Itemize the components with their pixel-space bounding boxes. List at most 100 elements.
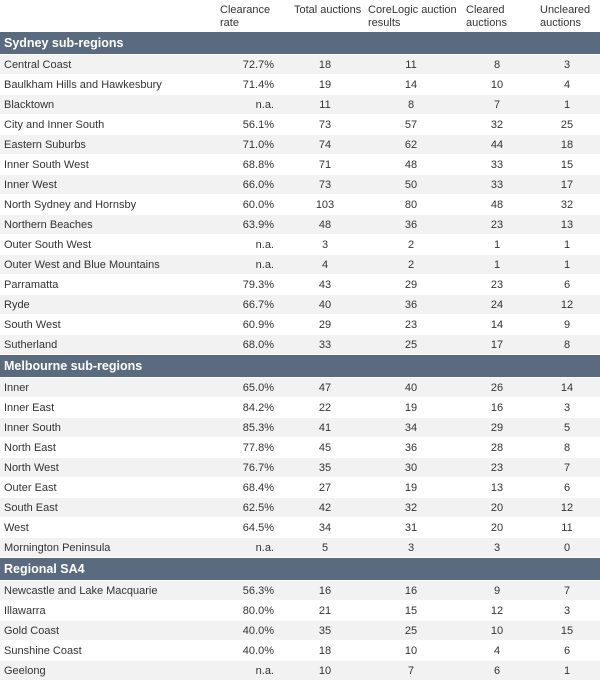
region-cell: North East <box>0 437 214 458</box>
uncleared-auctions-cell: 8 <box>534 437 600 458</box>
uncleared-auctions-cell: 14 <box>534 377 600 398</box>
cleared-auctions-cell: 9 <box>460 580 534 601</box>
region-cell: Illawarra <box>0 600 214 621</box>
uncleared-auctions-cell: 1 <box>534 94 600 115</box>
clearance-rate-cell: 60.9% <box>214 314 288 335</box>
table-row: West 64.5% 34 31 20 11 <box>0 517 600 538</box>
clearance-rate-cell: 71.0% <box>214 134 288 155</box>
corelogic-results-cell: 36 <box>362 437 460 458</box>
table-row: Outer East 68.4% 27 19 13 6 <box>0 477 600 498</box>
region-cell: Outer West and Blue Mountains <box>0 254 214 275</box>
region-cell: Inner East <box>0 397 214 418</box>
cleared-auctions-cell: 20 <box>460 517 534 538</box>
cleared-auctions-cell: 3 <box>460 537 534 558</box>
clearance-rate-cell: n.a. <box>214 254 288 275</box>
corelogic-results-cell: 15 <box>362 600 460 621</box>
clearance-rate-cell: 85.3% <box>214 417 288 438</box>
cleared-auctions-cell: 1 <box>460 254 534 275</box>
table-row: Inner 65.0% 47 40 26 14 <box>0 377 600 398</box>
corelogic-results-cell: 31 <box>362 517 460 538</box>
total-auctions-cell: 40 <box>288 294 362 315</box>
header-clearance-rate: Clearance rate <box>214 0 288 32</box>
region-cell: Ryde <box>0 294 214 315</box>
uncleared-auctions-cell: 32 <box>534 194 600 215</box>
corelogic-results-cell: 10 <box>362 640 460 661</box>
uncleared-auctions-cell: 3 <box>534 600 600 621</box>
corelogic-results-cell: 11 <box>362 54 460 75</box>
total-auctions-cell: 4 <box>288 254 362 275</box>
uncleared-auctions-cell: 12 <box>534 497 600 518</box>
uncleared-auctions-cell: 7 <box>534 457 600 478</box>
corelogic-results-cell: 25 <box>362 334 460 355</box>
table-row: Outer West and Blue Mountains n.a. 4 2 1 1 <box>0 254 600 275</box>
region-cell: Newcastle and Lake Macquarie <box>0 580 214 601</box>
clearance-rate-cell: 79.3% <box>214 274 288 295</box>
corelogic-results-cell: 19 <box>362 477 460 498</box>
cleared-auctions-cell: 24 <box>460 294 534 315</box>
region-cell: Outer East <box>0 477 214 498</box>
corelogic-results-cell: 36 <box>362 214 460 235</box>
table-row: Newcastle and Lake Macquarie 56.3% 16 16 9 7 <box>0 580 600 601</box>
corelogic-results-cell: 57 <box>362 114 460 135</box>
region-cell: North Sydney and Hornsby <box>0 194 214 215</box>
region-cell: Baulkham Hills and Hawkesbury <box>0 74 214 95</box>
table-row: South East 62.5% 42 32 20 12 <box>0 497 600 518</box>
table-row: South West 60.9% 29 23 14 9 <box>0 314 600 335</box>
table-row: Inner South West 68.8% 71 48 33 15 <box>0 154 600 175</box>
section-title: Melbourne sub-regions <box>0 354 600 378</box>
uncleared-auctions-cell: 5 <box>534 417 600 438</box>
clearance-rate-cell: 71.4% <box>214 74 288 95</box>
clearance-rate-cell: 56.1% <box>214 114 288 135</box>
total-auctions-cell: 48 <box>288 214 362 235</box>
uncleared-auctions-cell: 9 <box>534 314 600 335</box>
cleared-auctions-cell: 12 <box>460 600 534 621</box>
cleared-auctions-cell: 23 <box>460 214 534 235</box>
cleared-auctions-cell: 7 <box>460 94 534 115</box>
total-auctions-cell: 11 <box>288 94 362 115</box>
region-cell: Eastern Suburbs <box>0 134 214 155</box>
total-auctions-cell: 18 <box>288 54 362 75</box>
table-row: Blacktown n.a. 11 8 7 1 <box>0 94 600 115</box>
region-cell: Parramatta <box>0 274 214 295</box>
corelogic-results-cell: 80 <box>362 194 460 215</box>
uncleared-auctions-cell: 12 <box>534 294 600 315</box>
total-auctions-cell: 22 <box>288 397 362 418</box>
corelogic-results-cell: 32 <box>362 497 460 518</box>
table-row: City and Inner South 56.1% 73 57 32 25 <box>0 114 600 135</box>
total-auctions-cell: 21 <box>288 600 362 621</box>
cleared-auctions-cell: 13 <box>460 477 534 498</box>
uncleared-auctions-cell: 3 <box>534 54 600 75</box>
table-row: Northern Beaches 63.9% 48 36 23 13 <box>0 214 600 235</box>
uncleared-auctions-cell: 4 <box>534 74 600 95</box>
uncleared-auctions-cell: 1 <box>534 234 600 255</box>
cleared-auctions-cell: 23 <box>460 457 534 478</box>
clearance-rate-cell: 40.0% <box>214 620 288 641</box>
corelogic-results-cell: 23 <box>362 314 460 335</box>
corelogic-results-cell: 2 <box>362 234 460 255</box>
region-cell: Sunshine Coast <box>0 640 214 661</box>
cleared-auctions-cell: 17 <box>460 334 534 355</box>
total-auctions-cell: 41 <box>288 417 362 438</box>
table-header-row: Clearance rate Total auctions CoreLogic … <box>0 0 600 32</box>
clearance-rate-cell: 68.0% <box>214 334 288 355</box>
total-auctions-cell: 73 <box>288 174 362 195</box>
clearance-rate-cell: 77.8% <box>214 437 288 458</box>
cleared-auctions-cell: 10 <box>460 74 534 95</box>
table-row: Baulkham Hills and Hawkesbury 71.4% 19 14 10… <box>0 74 600 95</box>
corelogic-results-cell: 34 <box>362 417 460 438</box>
total-auctions-cell: 42 <box>288 497 362 518</box>
region-cell: Northern Beaches <box>0 214 214 235</box>
total-auctions-cell: 3 <box>288 234 362 255</box>
cleared-auctions-cell: 16 <box>460 397 534 418</box>
corelogic-results-cell: 25 <box>362 620 460 641</box>
region-cell: Mornington Peninsula <box>0 537 214 558</box>
cleared-auctions-cell: 33 <box>460 174 534 195</box>
total-auctions-cell: 19 <box>288 74 362 95</box>
table-row: Eastern Suburbs 71.0% 74 62 44 18 <box>0 134 600 155</box>
corelogic-results-cell: 62 <box>362 134 460 155</box>
region-cell: Inner <box>0 377 214 398</box>
section-header-row: Sydney sub-regions <box>0 32 600 55</box>
header-cleared-auctions: Cleared auctions <box>460 0 534 32</box>
uncleared-auctions-cell: 25 <box>534 114 600 135</box>
cleared-auctions-cell: 29 <box>460 417 534 438</box>
